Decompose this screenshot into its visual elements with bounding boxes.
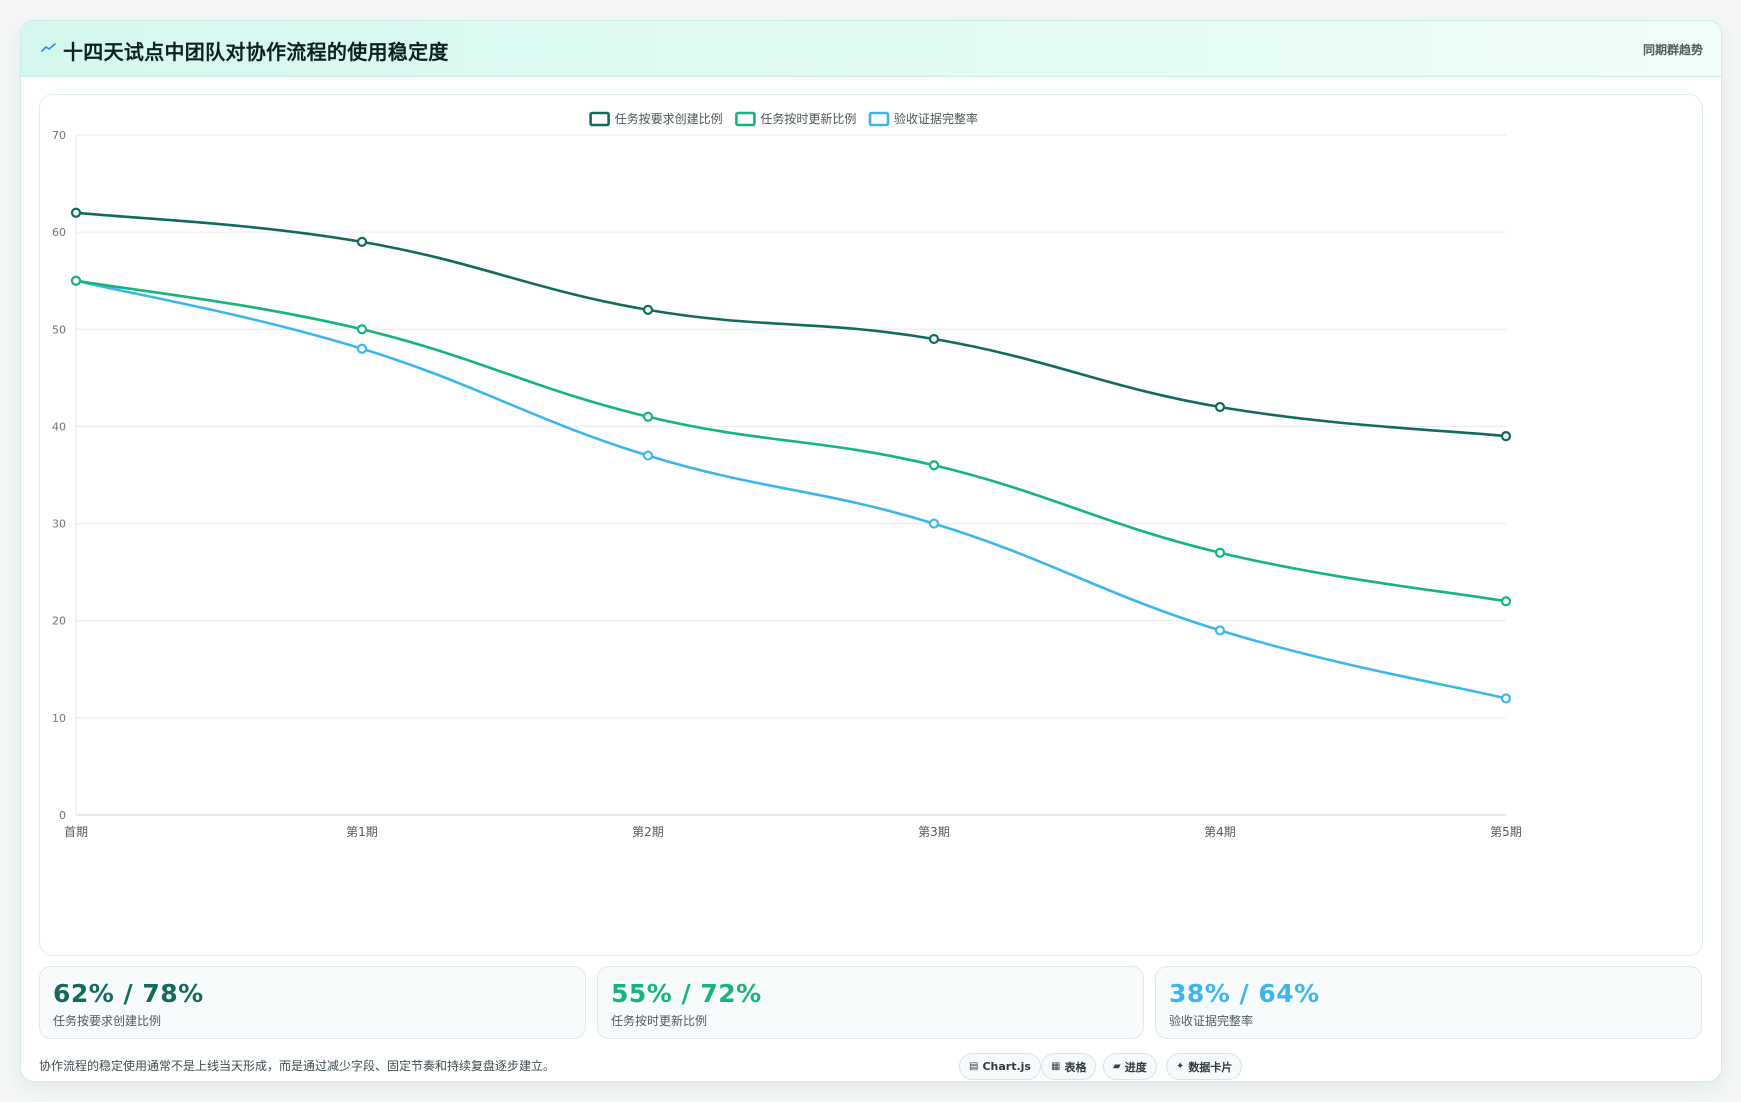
x-tick-label: 第2期 <box>632 825 664 839</box>
data-point <box>928 460 940 471</box>
x-tick-label: 首期 <box>64 825 88 839</box>
x-tick-label: 第3期 <box>918 825 950 839</box>
pill-data-cards[interactable]: ✦ 数据卡片 <box>1166 1053 1243 1080</box>
data-point <box>928 518 940 529</box>
data-point <box>356 343 368 354</box>
stat-value: 62% / 78% <box>53 979 204 1008</box>
line-chart: 0 10 20 30 40 50 60 70 首期 第1期 第2期 第3期 第4期 第5期 任务按要求创建比… <box>52 111 1522 839</box>
chart-icon: ▤ <box>969 1061 979 1072</box>
trend-line-icon <box>41 43 56 52</box>
y-tick-label: 40 <box>52 420 66 433</box>
pill-label: 进度 <box>1124 1060 1147 1074</box>
y-tick-label: 60 <box>52 226 66 239</box>
legend-label: 任务按要求创建比例 <box>615 111 723 126</box>
legend-swatch <box>589 111 610 127</box>
table-icon: ▦ <box>1051 1061 1061 1072</box>
pill-label: 数据卡片 <box>1188 1060 1233 1074</box>
y-tick-label: 0 <box>59 809 66 822</box>
data-point <box>1214 401 1226 413</box>
pill-chartjs[interactable]: ▤ Chart.js <box>959 1053 1041 1080</box>
chart-card: 十四天试点中团队对协作流程的使用稳定度 同期群趋势 0 10 20 30 40 50 60 7… <box>20 20 1722 1082</box>
data-point <box>642 411 654 422</box>
data-point <box>1500 693 1512 704</box>
x-tick-label: 第1期 <box>346 825 378 839</box>
stat-value: 55% / 72% <box>611 979 762 1008</box>
x-tick-label: 第4期 <box>1204 825 1236 839</box>
page-title: 十四天试点中团队对协作流程的使用稳定度 <box>63 40 449 64</box>
footer-note: 协作流程的稳定使用通常不是上线当天形成，而是通过减少字段、固定节奏和持续复盘逐步… <box>39 1059 556 1073</box>
x-tick-label: 第5期 <box>1490 825 1522 839</box>
data-point <box>1214 547 1226 558</box>
stat-card-update: 55% / 72% 任务按时更新比例 <box>597 966 1144 1039</box>
stat-card-evidence: 38% / 64% 验收证据完整率 <box>1155 966 1702 1039</box>
series-line <box>74 279 1508 603</box>
cohort-tag: 同期群趋势 <box>1642 43 1703 57</box>
series-line <box>74 279 1508 700</box>
pill-progress[interactable]: ▰ 进度 <box>1103 1053 1157 1080</box>
progress-icon: ▰ <box>1113 1061 1121 1072</box>
chart-panel: 0 10 20 30 40 50 60 70 首期 第1期 第2期 第3期 第4期 第5期 任务按要求创建比… <box>39 94 1703 956</box>
y-tick-label: 10 <box>52 712 66 725</box>
data-point <box>70 207 82 218</box>
pill-label: Chart.js <box>982 1060 1031 1073</box>
legend-label: 验收证据完整率 <box>894 111 978 126</box>
y-tick-label: 70 <box>52 129 66 142</box>
data-point <box>1500 596 1512 607</box>
stat-label: 任务按要求创建比例 <box>53 1014 162 1028</box>
pill-label: 表格 <box>1064 1060 1087 1074</box>
sparkle-icon: ✦ <box>1176 1061 1185 1072</box>
card-header: 十四天试点中团队对协作流程的使用稳定度 同期群趋势 <box>21 21 1721 77</box>
y-tick-label: 20 <box>52 615 66 628</box>
legend-label: 任务按时更新比例 <box>760 111 856 126</box>
y-tick-label: 50 <box>52 323 66 336</box>
pill-table[interactable]: ▦ 表格 <box>1041 1053 1097 1080</box>
data-point <box>1500 431 1512 442</box>
data-point <box>356 324 368 335</box>
series-line <box>74 211 1508 438</box>
stat-card-create: 62% / 78% 任务按要求创建比例 <box>39 966 586 1039</box>
stat-value: 38% / 64% <box>1169 979 1320 1008</box>
stat-label: 验收证据完整率 <box>1169 1014 1254 1028</box>
data-point <box>70 275 82 286</box>
data-point <box>1214 625 1226 636</box>
data-point <box>356 236 368 247</box>
data-point <box>642 304 654 315</box>
data-point <box>642 450 654 461</box>
stat-cards: 62% / 78% 任务按要求创建比例 55% / 72% 任务按时更新比例 3… <box>39 966 1703 1039</box>
data-point <box>928 333 940 345</box>
y-tick-label: 30 <box>52 518 66 531</box>
legend-swatch <box>735 111 756 127</box>
legend-swatch <box>868 111 890 127</box>
stat-label: 任务按时更新比例 <box>611 1014 708 1028</box>
